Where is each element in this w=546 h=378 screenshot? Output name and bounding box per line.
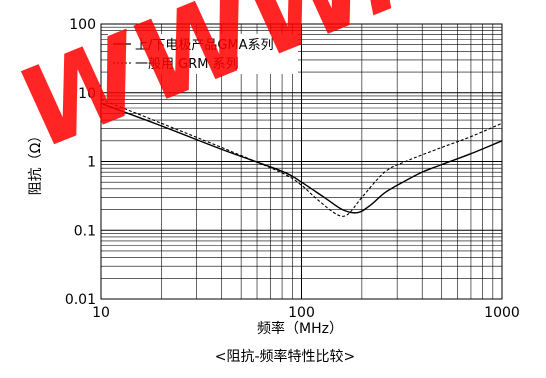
x-tick-label: 1000 xyxy=(484,305,520,321)
x-tick-label: 100 xyxy=(288,305,315,321)
y-tick-label: 10 xyxy=(78,86,96,102)
x-tick-label: 10 xyxy=(92,305,110,321)
y-tick-label: 0.01 xyxy=(65,292,96,308)
series-line-0 xyxy=(100,102,503,214)
y-tick-label: 0.1 xyxy=(74,223,96,239)
chart-caption: <阻抗-频率特性比较> xyxy=(215,348,356,365)
grid-lines xyxy=(101,24,502,299)
tick-labels: 10 100 1000 100 10 1 0.1 0.01 xyxy=(65,17,520,321)
x-axis-label: 频率（MHz） xyxy=(257,320,343,337)
legend: 上/下电极产品GMA系列 一般用 GRM 系列 xyxy=(108,34,298,74)
legend-label-series-0: 上/下电极产品GMA系列 xyxy=(135,38,274,53)
y-tick-label: 100 xyxy=(69,17,96,33)
y-tick-label: 1 xyxy=(87,155,96,171)
series-layer xyxy=(100,98,503,217)
legend-label-series-1: 一般用 GRM 系列 xyxy=(135,56,239,72)
watermark-text: WWW. xyxy=(2,0,417,174)
y-axis-label: 阻抗（Ω） xyxy=(28,129,44,196)
